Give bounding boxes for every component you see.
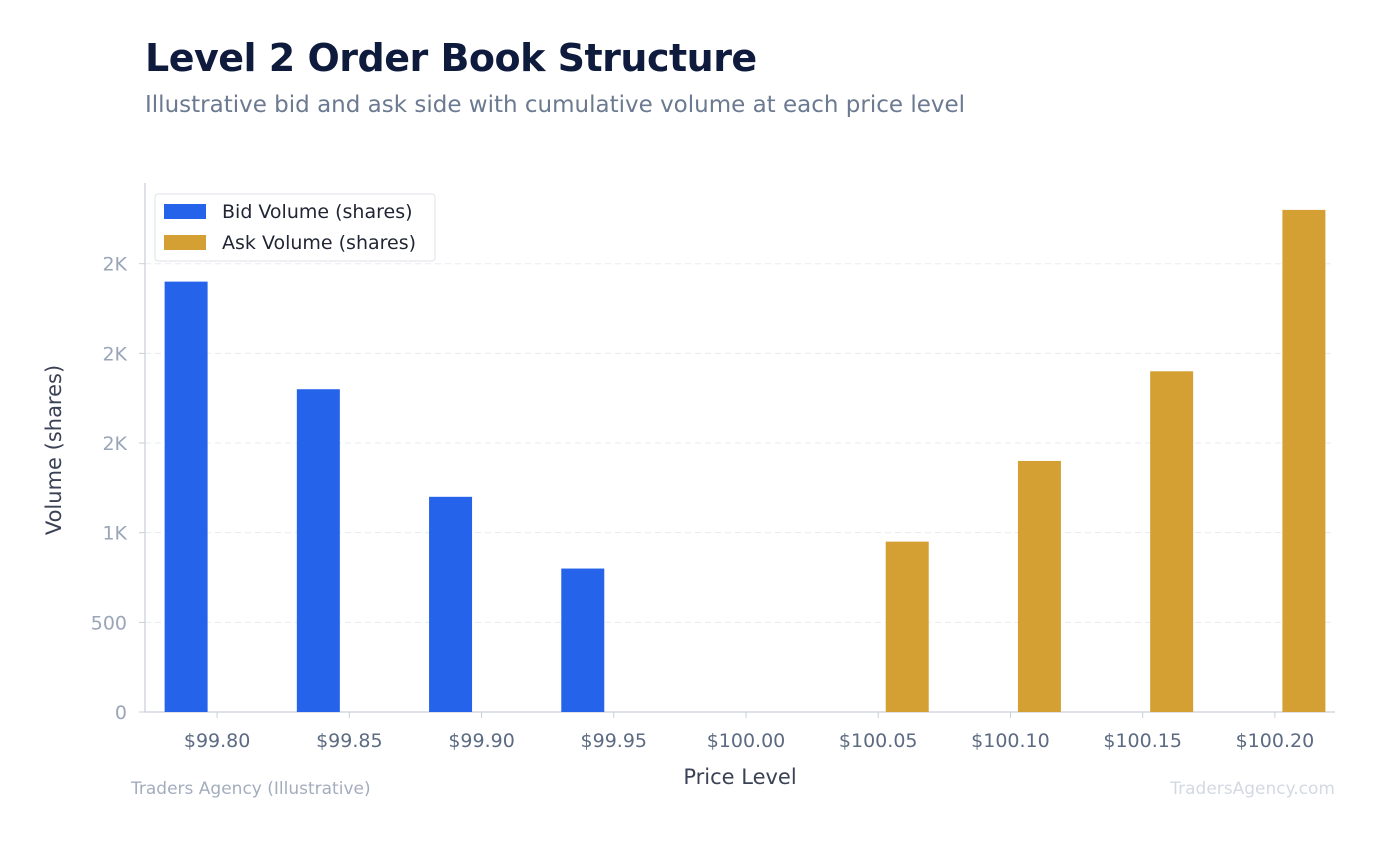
bid-bar <box>164 281 208 712</box>
chart-title: Level 2 Order Book Structure <box>145 36 757 80</box>
x-tick-label: $100.05 <box>839 730 918 752</box>
legend-box <box>154 193 436 262</box>
ask-bar <box>1017 460 1061 712</box>
y-tick-label: 2K <box>102 343 127 365</box>
x-tick-label: $99.90 <box>448 730 514 752</box>
footer-source: Traders Agency (Illustrative) <box>131 779 371 799</box>
y-tick-label: 0 <box>115 702 127 724</box>
legend-label-bid: Bid Volume (shares) <box>222 201 413 223</box>
ask-bar <box>885 541 929 712</box>
x-tick-label: $100.20 <box>1236 730 1315 752</box>
chart-subtitle: Illustrative bid and ask side with cumul… <box>145 92 966 118</box>
ask-bar <box>1150 371 1194 712</box>
bid-bar <box>296 389 340 712</box>
legend-swatch-bid <box>164 204 206 219</box>
y-axis-title: Volume (shares) <box>42 365 66 535</box>
legend-label-ask: Ask Volume (shares) <box>222 232 416 254</box>
x-axis-title: Price Level <box>683 765 796 789</box>
x-tick-label: $99.80 <box>184 730 250 752</box>
legend-swatch-ask <box>164 235 206 250</box>
grid-layer <box>145 263 1335 623</box>
x-tick-label: $100.10 <box>971 730 1050 752</box>
y-tick-label: 500 <box>91 612 127 634</box>
x-tick-label: $100.00 <box>707 730 786 752</box>
y-tick-label: 2K <box>102 254 127 276</box>
y-tick-label: 2K <box>102 433 127 455</box>
x-tick-label: $99.85 <box>316 730 382 752</box>
ask-bar <box>1282 209 1326 712</box>
footer-watermark: TradersAgency.com <box>1170 779 1335 799</box>
axis-layer <box>139 183 1335 718</box>
ticks-layer: 0 500 1K 2K 2K 2K $99.80 $99.85 $99.90 $99.95 $100… <box>91 254 1314 752</box>
legend: Bid Volume (shares) Ask Volume (shares) <box>154 193 436 262</box>
bars-layer <box>164 209 1326 712</box>
x-tick-label: $99.95 <box>581 730 647 752</box>
bid-bar <box>561 568 605 712</box>
bid-bar <box>429 496 473 712</box>
y-tick-label: 1K <box>102 523 127 545</box>
x-tick-label: $100.15 <box>1103 730 1182 752</box>
